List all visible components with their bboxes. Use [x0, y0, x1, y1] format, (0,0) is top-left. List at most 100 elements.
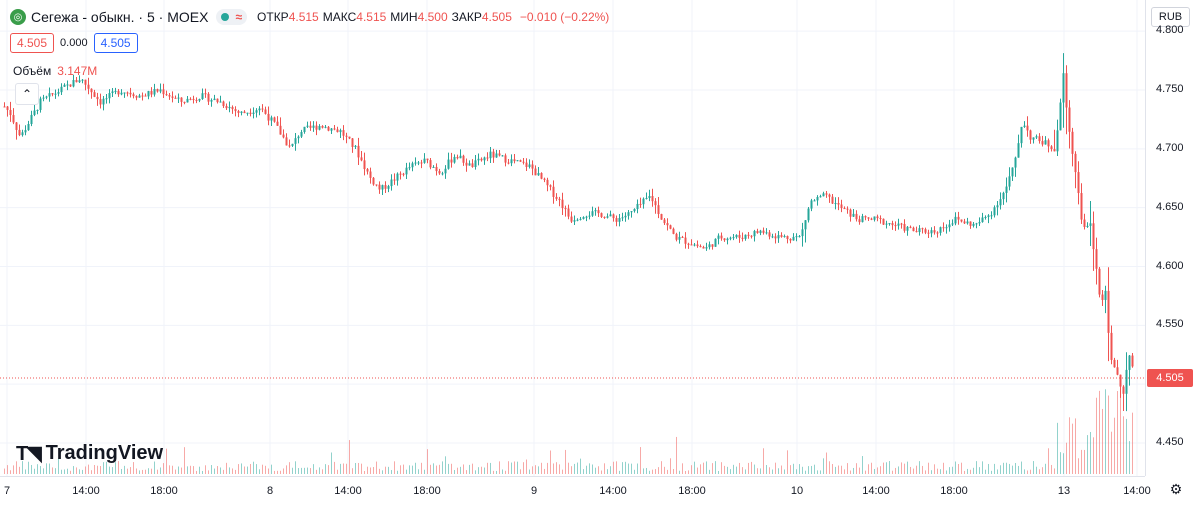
volume-bar — [619, 470, 620, 474]
volume-bar — [1042, 467, 1043, 474]
collapse-legend-button[interactable]: ⌃ — [15, 83, 39, 105]
volume-bar — [205, 465, 206, 474]
candle-body — [996, 205, 999, 208]
volume-bar — [868, 464, 869, 474]
candle-body — [570, 216, 573, 222]
tradingview-logo[interactable]: T◥ TradingView — [16, 441, 163, 466]
currency-button[interactable]: RUB — [1151, 7, 1190, 27]
volume-bar — [874, 468, 875, 474]
volume-bar — [157, 469, 158, 474]
price-tick-label: 4.650 — [1156, 200, 1184, 213]
candle-body — [564, 208, 567, 210]
time-tick-label: 18:00 — [413, 485, 441, 497]
volume-bar — [586, 465, 587, 474]
volume-bar — [178, 466, 179, 474]
time-axis[interactable]: 7 14:00 18:00 8 14:00 18:00 9 14:00 18:00 10 14:00… — [0, 476, 1151, 505]
candle-body — [114, 90, 117, 92]
volume-bar — [1111, 431, 1112, 474]
volume-bar — [613, 461, 614, 474]
candle-body — [318, 126, 321, 130]
candle-body — [303, 126, 306, 133]
volume-bar — [1123, 416, 1124, 474]
candle-body — [777, 235, 780, 239]
volume-bar — [622, 462, 623, 474]
candle-body — [1029, 130, 1032, 140]
volume-bar — [103, 462, 104, 474]
candle-body — [264, 109, 267, 114]
volume-bar — [550, 450, 551, 474]
candle-body — [864, 216, 867, 218]
volume-bar — [94, 464, 95, 474]
volume-bar — [535, 465, 536, 474]
candle-body — [480, 158, 483, 161]
volume-bar — [457, 467, 458, 474]
volume-bar — [802, 466, 803, 474]
volume-bar — [79, 469, 80, 474]
price-axis[interactable] — [1145, 0, 1200, 476]
volume-bar — [295, 461, 296, 474]
volume-bar — [1012, 465, 1013, 474]
volume-bar — [559, 464, 560, 474]
volume-bar — [562, 469, 563, 474]
candle-body — [756, 230, 759, 234]
candle-body — [525, 162, 528, 167]
volume-bar — [394, 461, 395, 474]
volume-bar — [733, 464, 734, 474]
candle-body — [456, 156, 459, 159]
volume-bar — [154, 461, 155, 474]
candle-body — [522, 161, 525, 163]
candle-body — [486, 157, 489, 159]
candle-body — [717, 235, 720, 239]
volume-bar — [676, 436, 677, 474]
volume-bar — [814, 464, 815, 474]
candle-body — [420, 162, 423, 164]
volume-bar — [1045, 463, 1046, 474]
volume-bar — [574, 463, 575, 474]
candle-body — [933, 230, 936, 233]
volume-legend[interactable]: Объём 3.147M — [13, 64, 97, 78]
candle-body — [714, 238, 717, 247]
candle-body — [294, 138, 297, 144]
price-tick-label: 4.800 — [1156, 24, 1184, 37]
volume-bar — [883, 462, 884, 474]
volume-bar — [64, 469, 65, 474]
time-tick-label: 9 — [530, 485, 538, 497]
volume-bar — [349, 440, 350, 474]
volume-bar — [352, 468, 353, 474]
volume-bar — [1105, 389, 1106, 474]
volume-bar — [523, 462, 524, 474]
volume-bar — [451, 463, 452, 474]
symbol-title[interactable]: Сегежа - обыкн. · 5 · MOEX — [31, 9, 209, 25]
market-status-pill[interactable]: ≈ — [216, 9, 248, 25]
candle-body — [1011, 167, 1014, 177]
candle-body — [336, 129, 339, 133]
candle-body — [657, 205, 660, 215]
volume-bar — [793, 463, 794, 474]
volume-bar — [715, 461, 716, 474]
candle-body — [939, 227, 942, 233]
volume-bar — [1027, 470, 1028, 474]
volume-bar — [1066, 442, 1067, 474]
volume-bar — [988, 463, 989, 474]
candle-body — [1023, 125, 1026, 127]
volume-bar — [130, 467, 131, 474]
candle-body — [1125, 369, 1128, 394]
candle-body — [12, 115, 15, 123]
settings-gear-icon[interactable]: ⚙ — [1169, 480, 1183, 497]
candle-body — [174, 97, 177, 99]
sell-button[interactable]: 4.505 — [10, 33, 55, 53]
candle-body — [63, 84, 66, 87]
volume-bar — [940, 469, 941, 474]
buy-button[interactable]: 4.505 — [93, 33, 138, 53]
candle-body — [150, 91, 153, 95]
candle-body — [810, 200, 813, 209]
candle-body — [366, 169, 369, 172]
candle-body — [1104, 290, 1107, 300]
volume-bar — [31, 464, 32, 474]
volume-bar — [253, 461, 254, 474]
volume-bar — [751, 461, 752, 474]
candle-body — [339, 130, 342, 133]
candle-body — [537, 173, 540, 176]
candle-body — [732, 237, 735, 239]
price-chart[interactable] — [0, 0, 1145, 476]
